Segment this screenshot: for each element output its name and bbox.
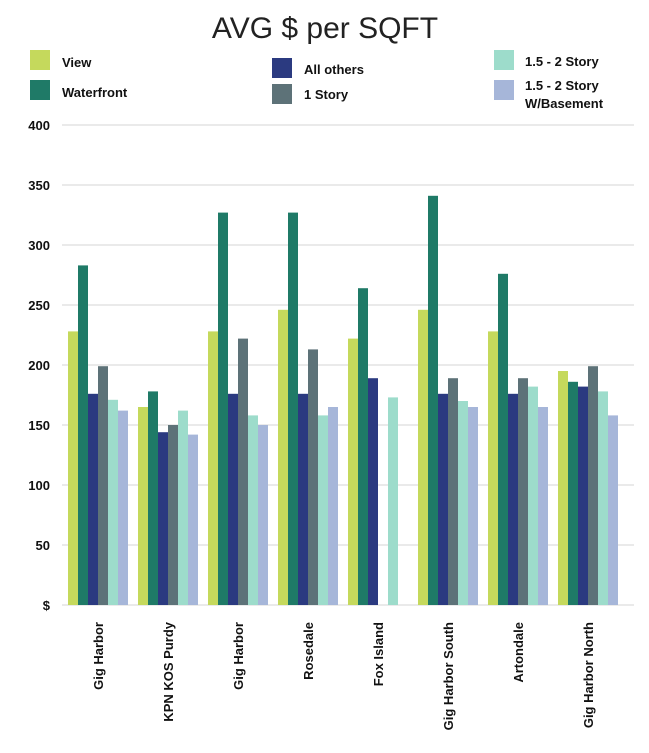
x-category-label: Gig Harbor xyxy=(231,622,246,690)
bar-artondale-1-5-2-story-w-basement xyxy=(538,407,548,605)
bar-gig-harbor-view xyxy=(68,331,78,605)
x-axis-category-labels: Gig Harbor KPN KOS Purdy Gig Harbor Rosedal… xyxy=(91,621,596,730)
bar-rosedale-1-5-2-story xyxy=(318,415,328,605)
legend-label: 1.5 - 2 Story xyxy=(525,78,599,93)
legend-label: Waterfront xyxy=(62,85,128,100)
legend-label: All others xyxy=(304,62,364,77)
bars xyxy=(68,195,618,606)
x-category-label: KPN KOS Purdy xyxy=(161,621,176,721)
bar-artondale-1-story xyxy=(518,378,528,605)
legend-label: W/Basement xyxy=(525,96,604,111)
bar-artondale-all-others xyxy=(508,393,518,605)
bar-rosedale-all-others xyxy=(298,393,308,605)
bar-kpn-kos-purdy-1-5-2-story xyxy=(178,410,188,605)
bar-kpn-kos-purdy-1-5-2-story-w-basement xyxy=(188,434,198,605)
bar-gig-harbor-north-1-5-2-story xyxy=(598,391,608,605)
bar-gig-harbor-1-5-2-story-w-basement xyxy=(258,425,268,605)
x-category-label: Rosedale xyxy=(301,622,316,680)
bar-gig-harbor-1-story xyxy=(98,366,108,605)
legend-swatch xyxy=(494,50,514,70)
y-tick-label: $ xyxy=(43,598,51,613)
x-category-label: Artondale xyxy=(511,622,526,683)
bar-kpn-kos-purdy-1-story xyxy=(168,425,178,605)
bar-rosedale-waterfront xyxy=(288,212,298,605)
y-tick-label: 100 xyxy=(28,478,50,493)
bar-gig-harbor-north-view xyxy=(558,371,568,605)
bar-gig-harbor-view xyxy=(208,331,218,605)
legend-label: 1.5 - 2 Story xyxy=(525,54,599,69)
legend-swatch xyxy=(272,58,292,78)
bar-kpn-kos-purdy-view xyxy=(138,407,148,605)
legend-swatch xyxy=(30,80,50,100)
x-category-label: Gig Harbor xyxy=(91,622,106,690)
bar-gig-harbor-all-others xyxy=(88,393,98,605)
bar-gig-harbor-north-1-story xyxy=(588,366,598,605)
bar-gig-harbor-south-view xyxy=(418,309,428,605)
bar-rosedale-view xyxy=(278,309,288,605)
bar-kpn-kos-purdy-waterfront xyxy=(148,391,158,605)
bar-gig-harbor-1-5-2-story xyxy=(108,399,118,605)
bar-gig-harbor-south-all-others xyxy=(438,393,448,605)
legend-swatch xyxy=(494,80,514,100)
y-tick-label: 200 xyxy=(28,358,50,373)
y-tick-label: 300 xyxy=(28,238,50,253)
legend-label: View xyxy=(62,55,92,70)
bar-gig-harbor-waterfront xyxy=(218,212,228,605)
legend: View Waterfront All others 1 Story 1.5 - 2 S… xyxy=(30,50,604,111)
bar-artondale-1-5-2-story xyxy=(528,386,538,605)
bar-rosedale-1-story xyxy=(308,349,318,605)
bar-gig-harbor-north-waterfront xyxy=(568,381,578,605)
bar-artondale-waterfront xyxy=(498,273,508,605)
bar-gig-harbor-north-all-others xyxy=(578,386,588,605)
y-tick-label: 50 xyxy=(36,538,50,553)
bar-gig-harbor-1-story xyxy=(238,338,248,605)
y-tick-label: 400 xyxy=(28,118,50,133)
x-category-label: Fox Island xyxy=(371,622,386,686)
bar-gig-harbor-south-waterfront xyxy=(428,195,438,606)
y-tick-label: 250 xyxy=(28,298,50,313)
bar-gig-harbor-south-1-story xyxy=(448,378,458,605)
y-axis-tick-labels: 400 350 300 250 200 150 100 50 $ xyxy=(28,118,50,613)
bar-fox-island-view xyxy=(348,338,358,605)
legend-swatch xyxy=(30,50,50,70)
legend-swatch xyxy=(272,84,292,104)
bar-gig-harbor-south-1-5-2-story xyxy=(458,401,468,605)
bar-gig-harbor-1-5-2-story xyxy=(248,415,258,605)
x-category-label: Gig Harbor North xyxy=(581,622,596,728)
x-category-label: Gig Harbor South xyxy=(441,622,456,730)
bar-gig-harbor-1-5-2-story-w-basement xyxy=(118,410,128,605)
bar-gig-harbor-waterfront xyxy=(78,265,88,605)
bar-gig-harbor-south-1-5-2-story-w-basement xyxy=(468,407,478,605)
legend-label: 1 Story xyxy=(304,87,349,102)
bar-fox-island-waterfront xyxy=(358,288,368,605)
bar-gig-harbor-all-others xyxy=(228,393,238,605)
chart-title: AVG $ per SQFT xyxy=(212,12,438,45)
bar-fox-island-all-others xyxy=(368,378,378,605)
bar-fox-island-1-5-2-story xyxy=(388,397,398,605)
bar-rosedale-1-5-2-story-w-basement xyxy=(328,407,338,605)
y-tick-label: 150 xyxy=(28,418,50,433)
y-tick-label: 350 xyxy=(28,178,50,193)
bar-gig-harbor-north-1-5-2-story-w-basement xyxy=(608,415,618,605)
bar-artondale-view xyxy=(488,331,498,605)
bar-kpn-kos-purdy-all-others xyxy=(158,432,168,605)
